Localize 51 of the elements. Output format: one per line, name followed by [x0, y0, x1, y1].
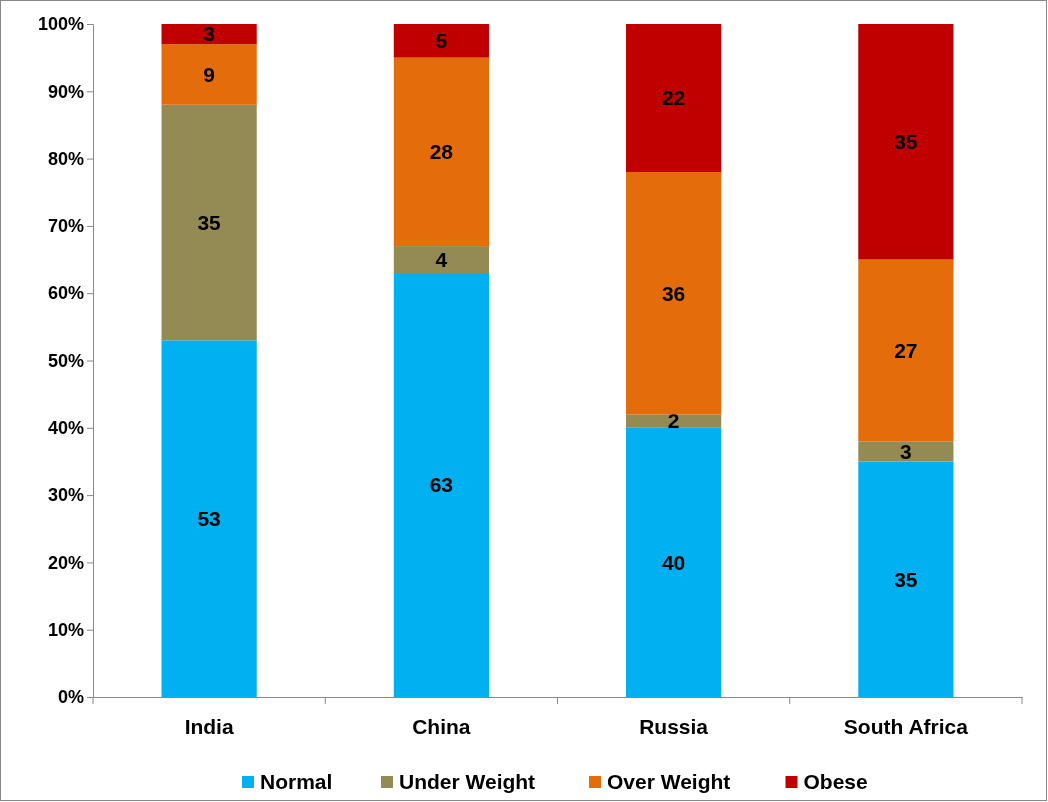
data-label: 28 — [429, 140, 454, 164]
bar — [393, 57, 489, 247]
data-label: 22 — [661, 86, 686, 110]
data-label: 53 — [197, 507, 221, 531]
data-label: 36 — [661, 281, 686, 305]
data-label: 9 — [203, 62, 215, 86]
bar — [626, 414, 722, 428]
y-tick-label: 90% — [47, 81, 84, 102]
y-tick-label: 20% — [47, 552, 84, 573]
bar — [626, 172, 722, 415]
bar — [161, 340, 257, 697]
data-label: 35 — [894, 567, 918, 591]
y-tick-label: 60% — [47, 283, 84, 304]
y-tick-label: 0% — [57, 687, 84, 708]
y-tick-label: 70% — [47, 216, 84, 237]
bar — [161, 104, 257, 341]
bar — [626, 24, 722, 173]
legend-label: Obese — [803, 770, 868, 794]
data-label: 35 — [197, 210, 222, 234]
legend-label: Under Weight — [399, 770, 536, 794]
x-tick-label: India — [184, 714, 234, 738]
x-tick-label: South Africa — [843, 714, 969, 738]
legend-label: Over Weight — [607, 770, 731, 794]
bar — [858, 461, 954, 697]
y-tick-label: 100% — [37, 14, 84, 35]
y-tick-label: 80% — [47, 148, 84, 169]
data-label: 3 — [900, 439, 912, 463]
data-label: 63 — [429, 473, 454, 497]
bar — [858, 259, 954, 442]
bar — [393, 246, 489, 274]
y-tick-label: 30% — [47, 485, 84, 506]
bar — [161, 24, 257, 45]
data-label: 27 — [894, 338, 918, 362]
data-label: 4 — [435, 247, 448, 271]
data-label: 40 — [661, 550, 686, 574]
y-tick-label: 40% — [47, 418, 84, 439]
bar — [858, 24, 954, 260]
y-tick-label: 50% — [47, 350, 84, 371]
data-label: 35 — [894, 130, 918, 154]
x-tick-label: China — [412, 714, 471, 738]
bar — [626, 427, 722, 697]
data-label: 5 — [435, 29, 448, 53]
bar — [161, 44, 257, 105]
y-tick-label: 10% — [47, 619, 84, 640]
bar — [393, 24, 489, 58]
legend-label: Normal — [260, 770, 333, 794]
data-label: 3 — [203, 22, 215, 46]
x-tick-label: Russia — [639, 714, 709, 738]
bar — [858, 441, 954, 462]
data-label: 2 — [667, 409, 680, 433]
bar — [393, 273, 489, 697]
